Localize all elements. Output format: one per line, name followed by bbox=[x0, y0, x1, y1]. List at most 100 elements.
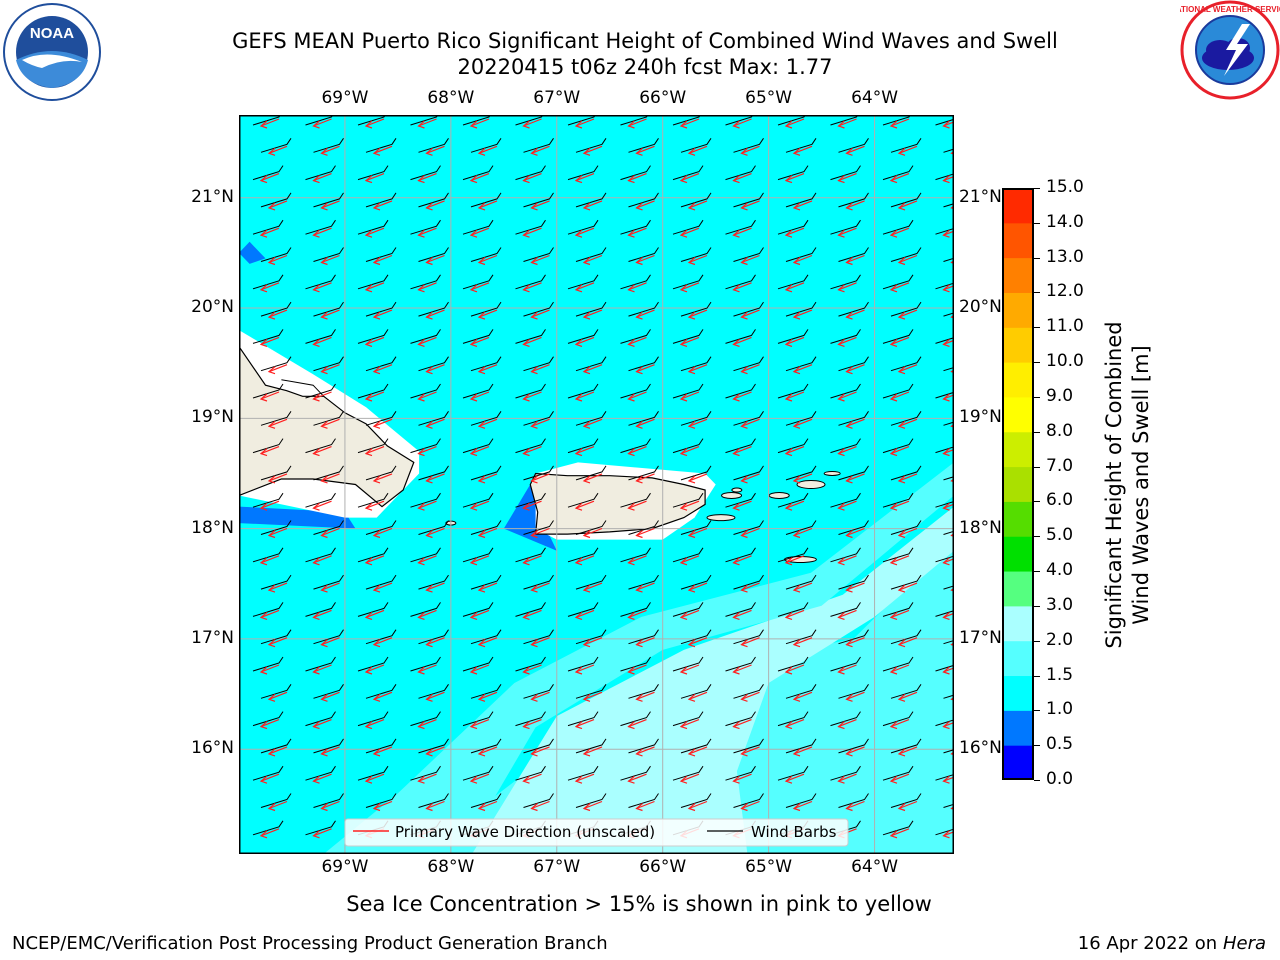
wave-arrowhead bbox=[679, 502, 688, 511]
wave-arrowhead bbox=[312, 448, 320, 457]
wave-direction-arrow bbox=[531, 800, 550, 810]
wind-barb bbox=[305, 329, 336, 344]
wind-barb bbox=[313, 629, 344, 645]
wave-arrowhead bbox=[845, 803, 853, 812]
wave-direction-arrow bbox=[373, 309, 393, 318]
wave-arrowhead bbox=[320, 693, 328, 702]
wind-barb bbox=[672, 547, 704, 563]
wave-arrowhead bbox=[679, 557, 688, 566]
wave-arrowhead bbox=[320, 311, 328, 320]
wave-direction-arrow bbox=[733, 118, 752, 127]
wave-arrowhead bbox=[792, 147, 801, 156]
wave-arrowhead bbox=[267, 584, 276, 593]
wind-barb bbox=[260, 629, 292, 645]
wave-arrowhead bbox=[679, 175, 688, 184]
wave-direction-arrow bbox=[418, 664, 437, 673]
wave-arrowhead bbox=[635, 693, 643, 702]
wave-arrowhead bbox=[950, 751, 954, 756]
wave-band-1.5-2.0-b bbox=[323, 462, 954, 854]
wave-direction-arrow bbox=[470, 173, 490, 182]
wind-barb bbox=[680, 520, 712, 535]
wind-barb bbox=[890, 465, 922, 481]
noaa-logo-icon: NOAA bbox=[3, 3, 101, 101]
wind-barb bbox=[628, 520, 659, 535]
wind-barb bbox=[725, 711, 756, 727]
wind-barb bbox=[890, 629, 922, 645]
wave-arrowhead bbox=[417, 775, 425, 784]
wave-direction-arrow bbox=[890, 446, 910, 455]
colorbar-tick-mark bbox=[1034, 571, 1040, 573]
wave-arrowhead bbox=[740, 366, 748, 375]
wind-barb bbox=[943, 312, 954, 317]
colorbar-segment bbox=[1002, 571, 1034, 607]
wave-direction-arrow bbox=[321, 582, 340, 591]
wave-direction-arrow bbox=[733, 391, 752, 400]
wave-direction-arrow bbox=[898, 637, 918, 646]
colorbar-tick-label: 8.0 bbox=[1046, 420, 1074, 441]
sea-ice-note: Sea Ice Concentration > 15% is shown in … bbox=[346, 892, 932, 916]
small-island bbox=[768, 492, 790, 500]
wave-direction-arrow bbox=[470, 282, 490, 291]
wave-direction-arrow bbox=[523, 336, 542, 345]
wind-barb bbox=[785, 574, 817, 590]
wave-arrowhead bbox=[687, 202, 696, 211]
wind-barb bbox=[725, 219, 756, 235]
wave-direction-arrow bbox=[426, 418, 445, 427]
wave-arrowhead bbox=[320, 475, 328, 484]
wave-direction-arrow bbox=[628, 391, 647, 400]
wave-direction-arrow bbox=[628, 773, 647, 782]
colorbar-tick-label: 2.0 bbox=[1046, 629, 1074, 650]
small-island bbox=[796, 480, 826, 489]
wave-arrowhead bbox=[942, 502, 950, 511]
wave-arrowhead bbox=[942, 175, 950, 184]
wave-direction-arrow bbox=[470, 555, 490, 564]
wind-barb bbox=[260, 793, 292, 808]
wind-barb bbox=[357, 329, 389, 344]
wave-direction-arrow bbox=[418, 391, 437, 400]
colorbar-segment bbox=[1002, 431, 1034, 468]
wind-barb bbox=[725, 765, 756, 781]
wave-arrowhead bbox=[417, 120, 425, 129]
wave-arrowhead bbox=[320, 257, 328, 266]
wind-barb bbox=[252, 492, 284, 508]
wave-direction-arrow bbox=[260, 828, 280, 837]
wave-arrowhead bbox=[740, 147, 748, 156]
wave-direction-arrow bbox=[365, 773, 385, 782]
colorbar-segment bbox=[1002, 292, 1034, 328]
lat-label-right: 16°N bbox=[959, 738, 1002, 759]
wave-arrowhead bbox=[469, 557, 478, 566]
wind-barb bbox=[628, 465, 659, 481]
wave-direction-arrow bbox=[793, 637, 813, 646]
wave-direction-arrow bbox=[636, 527, 655, 537]
wave-arrowhead bbox=[740, 530, 748, 539]
wave-arrowhead bbox=[320, 147, 328, 156]
wind-barb bbox=[672, 492, 704, 508]
wave-direction-arrow bbox=[583, 364, 603, 373]
wind-barb bbox=[680, 629, 712, 645]
wave-direction-arrow bbox=[260, 500, 280, 509]
wave-arrowhead bbox=[897, 530, 906, 539]
wave-direction-arrow bbox=[793, 800, 813, 810]
wave-arrowhead bbox=[942, 775, 950, 784]
wave-direction-arrow bbox=[523, 227, 542, 236]
wave-arrowhead bbox=[312, 721, 320, 730]
wind-barb bbox=[252, 438, 284, 454]
wave-arrowhead bbox=[897, 693, 906, 702]
wave-direction-arrow bbox=[583, 418, 603, 427]
colorbar-label-line1: Significant Height of Combined bbox=[1102, 321, 1126, 649]
wave-arrowhead bbox=[530, 530, 538, 539]
wave-direction-arrow bbox=[846, 746, 865, 755]
wave-arrowhead bbox=[679, 666, 688, 675]
colorbar-tick-mark bbox=[1034, 745, 1040, 747]
wind-barb bbox=[462, 115, 491, 126]
wind-barb bbox=[305, 711, 336, 727]
wave-arrowhead bbox=[942, 830, 950, 839]
wave-direction-arrow bbox=[688, 418, 708, 427]
wave-arrowhead bbox=[740, 748, 748, 757]
wind-barb bbox=[733, 138, 764, 153]
wave-direction-arrow bbox=[575, 719, 595, 728]
lon-label-bottom: 64°W bbox=[851, 857, 899, 877]
wind-barb bbox=[943, 694, 954, 699]
wind-barb bbox=[365, 356, 397, 372]
wind-barb bbox=[680, 684, 712, 699]
